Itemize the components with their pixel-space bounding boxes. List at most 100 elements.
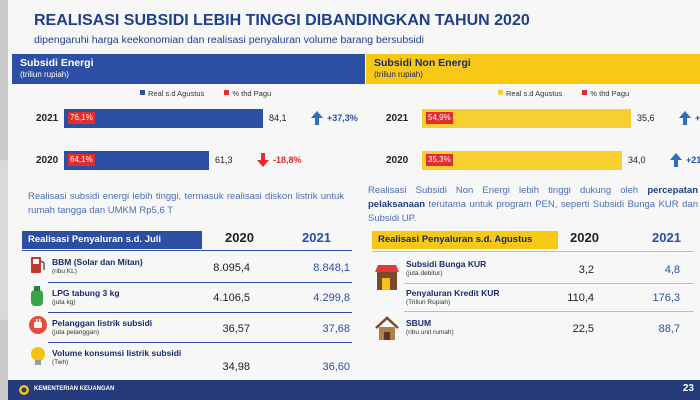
non-energi-pagu-badge: 35,3% bbox=[426, 154, 453, 166]
energi-bar bbox=[64, 151, 209, 170]
non-energi-bar bbox=[422, 151, 622, 170]
non-energi-year-label: 2021 bbox=[386, 113, 409, 124]
row-unit: (ribu KL) bbox=[52, 268, 77, 275]
arrow-up-icon bbox=[670, 153, 682, 167]
energi-bar bbox=[64, 109, 263, 128]
energi-panel-header: Subsidi Energi (triliun rupiah) bbox=[12, 54, 365, 84]
row-unit: (juta kg) bbox=[52, 299, 76, 306]
row-unit: (Triliun Rupiah) bbox=[406, 299, 451, 306]
house-icon bbox=[375, 316, 399, 340]
energi-pagu-badge: 76,1% bbox=[68, 112, 95, 124]
non-energi-change-arrow bbox=[670, 153, 682, 172]
left-row-2-label: Pelanggan listrik subsidi (juta pelanggan… bbox=[52, 318, 152, 338]
energi-pagu-badge: 64,1% bbox=[68, 154, 95, 166]
right-row-2-label: SBUM (ribu unit rumah) bbox=[406, 318, 454, 338]
right-row-2-2021: 88,7 bbox=[658, 323, 680, 335]
legend-swatch-blue bbox=[140, 90, 145, 95]
ministry-logo-icon bbox=[19, 385, 29, 395]
right-row-2-2020: 22,5 bbox=[572, 323, 594, 335]
non-energi-title: Subsidi Non Energi bbox=[374, 57, 471, 69]
legend-item-real: Real s.d Agustus bbox=[140, 89, 204, 98]
left-row-1-2020: 4.106,5 bbox=[213, 292, 250, 304]
row-label-text: LPG tabung 3 kg bbox=[52, 288, 120, 298]
row-unit: (Twh) bbox=[52, 359, 69, 366]
right-row-rule bbox=[404, 311, 694, 312]
legend-item-real: Real s.d Agustus bbox=[498, 89, 562, 98]
right-row-0-2021: 4,8 bbox=[664, 264, 680, 276]
right-row-0-2020: 3,2 bbox=[578, 264, 594, 276]
energi-year-label: 2020 bbox=[36, 155, 59, 166]
right-year-2021: 2021 bbox=[652, 230, 681, 245]
left-year-2020: 2020 bbox=[225, 230, 254, 245]
electric-plug-icon bbox=[29, 316, 47, 334]
row-label-text: BBM (Solar dan Mitan) bbox=[52, 257, 143, 267]
non-energi-panel-header: Subsidi Non Energi (triliun rupiah) bbox=[366, 54, 700, 84]
footer-org: KEMENTERIAN KEUANGAN bbox=[34, 386, 115, 392]
right-table-header: Realisasi Penyaluran s.d. Agustus bbox=[372, 231, 558, 249]
page-number: 23 bbox=[682, 383, 694, 394]
legend-swatch-yellow bbox=[498, 90, 503, 95]
energi-value-label: 84,1 bbox=[269, 113, 287, 123]
legend-swatch-red bbox=[224, 90, 230, 95]
footer-bar: KEMENTERIAN KEUANGAN 23 bbox=[8, 380, 700, 400]
non-energi-bar bbox=[422, 109, 631, 128]
left-header-rule bbox=[22, 250, 352, 251]
left-row-0-label: BBM (Solar dan Mitan) (ribu KL) bbox=[52, 257, 143, 277]
left-row-0-2021: 8.848,1 bbox=[313, 262, 350, 274]
slide-subtitle: dipengaruhi harga keekonomian dan realis… bbox=[34, 34, 424, 46]
slide: REALISASI SUBSIDI LEBIH TINGGI DIBANDING… bbox=[8, 0, 700, 400]
legend-item-pagu: % thd Pagu bbox=[582, 89, 629, 98]
legend-label: % thd Pagu bbox=[232, 89, 272, 98]
arrow-down-icon bbox=[257, 153, 269, 167]
legend-label: % thd Pagu bbox=[590, 89, 630, 98]
energi-value-label: 61,3 bbox=[215, 155, 233, 165]
energi-year-label: 2021 bbox=[36, 113, 59, 124]
row-label-text: SBUM bbox=[406, 318, 432, 328]
energi-title: Subsidi Energi bbox=[20, 57, 94, 69]
left-row-rule bbox=[48, 312, 352, 313]
energi-legend: Real s.d Agustus % thd Pagu bbox=[140, 89, 289, 98]
right-header-rule bbox=[372, 251, 694, 252]
legend-swatch-red bbox=[582, 90, 588, 95]
fuel-pump-icon bbox=[31, 257, 45, 273]
row-label-text: Pelanggan listrik subsidi bbox=[52, 318, 153, 328]
non-energi-description: Realisasi Subsidi Non Energi lebih tingg… bbox=[368, 184, 698, 226]
arrow-up-icon bbox=[311, 111, 323, 125]
energi-change-label: -18,8% bbox=[273, 155, 302, 165]
energi-description: Realisasi subsidi energi lebih tinggi, t… bbox=[28, 191, 344, 216]
row-label-text: Subsidi Bunga KUR bbox=[406, 259, 487, 269]
row-unit: (juta pelanggan) bbox=[52, 329, 99, 336]
right-row-0-label: Subsidi Bunga KUR (juta debitur) bbox=[406, 259, 486, 279]
left-row-rule bbox=[48, 342, 352, 343]
gas-cylinder-icon bbox=[31, 286, 43, 306]
non-desc-bold: percepatan pelaksanaan bbox=[368, 185, 698, 210]
legend-label: Real s.d Agustus bbox=[148, 89, 205, 98]
energi-unit: (triliun rupiah) bbox=[20, 70, 69, 79]
left-row-3-2021: 36,60 bbox=[322, 361, 350, 373]
light-bulb-icon bbox=[31, 347, 45, 365]
non-desc-part1: Realisasi Subsidi Non Energi lebih tingg… bbox=[368, 185, 639, 196]
row-unit: (ribu unit rumah) bbox=[406, 329, 454, 336]
energi-change-label: +37,3% bbox=[327, 113, 358, 123]
non-energi-pagu-badge: 54,9% bbox=[426, 112, 453, 124]
legend-label: Real s.d Agustus bbox=[506, 89, 563, 98]
non-energi-change-label: +21,4% bbox=[686, 155, 700, 165]
non-energi-change-arrow bbox=[679, 111, 691, 130]
non-energi-year-label: 2020 bbox=[386, 155, 409, 166]
row-label-text: Penyaluran Kredit KUR bbox=[406, 288, 500, 298]
right-row-1-2020: 110,4 bbox=[567, 292, 594, 304]
left-row-rule bbox=[48, 282, 352, 283]
left-row-1-2021: 4.299,8 bbox=[313, 292, 350, 304]
non-energi-value-label: 34,0 bbox=[628, 155, 646, 165]
non-energi-legend: Real s.d Agustus % thd Pagu bbox=[498, 89, 647, 98]
right-year-2020: 2020 bbox=[570, 230, 599, 245]
legend-item-pagu: % thd Pagu bbox=[224, 89, 271, 98]
energi-change-arrow bbox=[311, 111, 323, 130]
arrow-up-icon bbox=[679, 111, 691, 125]
row-unit: (juta debitur) bbox=[406, 270, 443, 277]
left-row-3-label: Volume konsumsi listrik subsidi (Twh) bbox=[52, 348, 182, 368]
left-row-0-2020: 8.095,4 bbox=[213, 262, 250, 274]
left-row-3-2020: 34,98 bbox=[222, 361, 250, 373]
right-row-1-2021: 176,3 bbox=[652, 292, 680, 304]
right-row-rule bbox=[404, 283, 694, 284]
